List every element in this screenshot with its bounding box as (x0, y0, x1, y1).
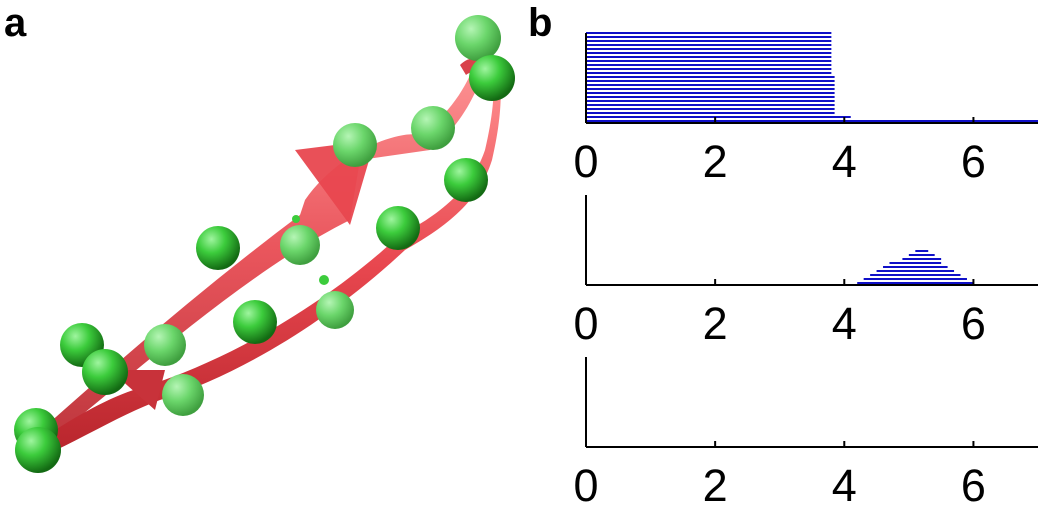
residue-bead (280, 225, 320, 265)
plot-3: 0 2 4 6 (573, 357, 1038, 505)
ribbon-marker (292, 215, 300, 223)
residue-bead (333, 123, 377, 167)
residue-bead (376, 206, 420, 250)
residue-bead (15, 427, 61, 473)
plot-1: 0 2 4 6 (573, 32, 1038, 187)
x-tick-label: 2 (703, 136, 728, 187)
x-tick-label: 2 (703, 298, 728, 349)
residue-bead (196, 226, 240, 270)
panel-b-label: b (528, 1, 552, 45)
residue-bead (316, 291, 354, 329)
x-tick-label: 6 (961, 460, 986, 505)
x-tick-label: 6 (961, 136, 986, 187)
protein-structure (14, 15, 515, 473)
residue-bead (469, 55, 515, 101)
residue-bead (144, 324, 186, 366)
front-strand-ribbon (40, 75, 501, 455)
residue-bead (233, 300, 277, 344)
x-tick-label: 0 (573, 298, 598, 349)
residue-bead (455, 15, 501, 61)
panel-b-plots: 0 2 4 6 0 2 4 6 0 2 4 6 (573, 32, 1038, 505)
x-tick-label: 0 (573, 460, 598, 505)
x-tick-label: 4 (832, 136, 857, 187)
ribbon-marker (319, 275, 329, 285)
plot-2: 0 2 4 6 (573, 195, 1038, 349)
x-tick-label: 2 (703, 460, 728, 505)
x-tick-label: 4 (832, 298, 857, 349)
x-tick-label: 0 (573, 136, 598, 187)
residue-bead (444, 158, 488, 202)
x-tick-label: 6 (961, 298, 986, 349)
residue-bead (411, 106, 455, 150)
residue-bead (162, 374, 204, 416)
residue-bead (82, 349, 128, 395)
x-tick-label: 4 (832, 460, 857, 505)
panel-a-label: a (4, 1, 27, 45)
